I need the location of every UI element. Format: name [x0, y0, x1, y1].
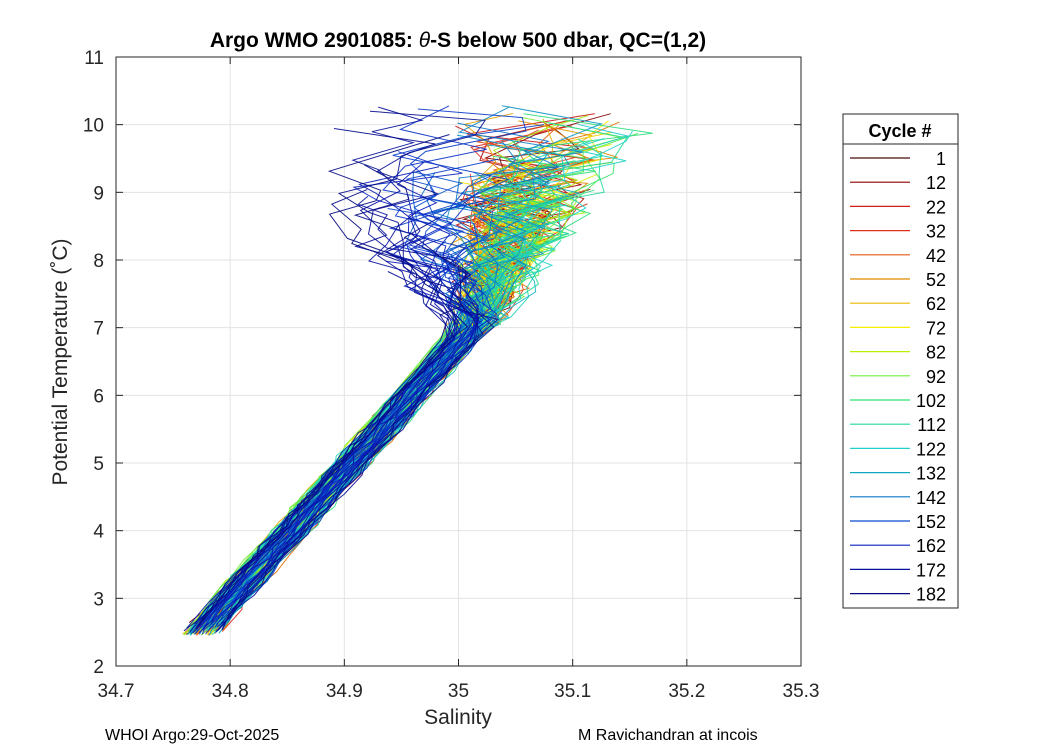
profile-line: [217, 217, 484, 631]
x-tick-label: 35.3: [783, 681, 820, 702]
legend-label: 112: [917, 415, 946, 435]
footer-left: WHOI Argo:29-Oct-2025: [105, 727, 279, 744]
legend-label: 22: [926, 197, 946, 217]
profile-line: [217, 166, 479, 628]
profile-lines: [182, 105, 653, 636]
y-tick-label: 3: [93, 589, 104, 610]
legend-label: 72: [926, 318, 946, 338]
legend-label: 92: [926, 367, 946, 387]
y-tick-label: 8: [93, 251, 104, 272]
legend-label: 62: [926, 294, 946, 314]
legend-label: 1: [936, 149, 946, 169]
x-axis-label: Salinity: [424, 706, 492, 729]
x-tick-label: 34.7: [98, 681, 135, 702]
y-tick-label: 4: [93, 522, 104, 543]
x-tick-label: 34.8: [212, 681, 249, 702]
legend-label: 42: [926, 246, 946, 266]
chart-title: Argo WMO 2901085: θ-S below 500 dbar, QC…: [210, 29, 706, 52]
y-tick-label: 2: [93, 657, 104, 678]
profile-line: [210, 256, 477, 625]
y-axis-label: Potential Temperature (˚C): [49, 238, 72, 485]
legend-label: 82: [926, 343, 946, 363]
y-tick-label: 5: [93, 454, 104, 475]
legend-label: 52: [926, 270, 946, 290]
legend-label: 12: [926, 173, 946, 193]
legend-label: 182: [916, 585, 946, 605]
y-tick-label: 10: [83, 116, 104, 137]
y-tick-label: 9: [93, 183, 104, 204]
legend-box: [842, 113, 959, 609]
legend: Cycle # 11222324252627282921021121221321…: [842, 113, 959, 609]
legend-label: 102: [916, 391, 946, 411]
x-tick-label: 35.2: [668, 681, 705, 702]
legend-label: 162: [916, 536, 946, 556]
legend-label: 172: [916, 560, 946, 580]
legend-label: 152: [916, 512, 946, 532]
footer-right: M Ravichandran at incois: [578, 727, 758, 744]
y-tick-label: 7: [93, 319, 104, 340]
legend-label: 132: [916, 464, 946, 484]
axis-ticks: 34.7 34.8 34.9 35 35.1 35.2 35.3 2 3 4 5 6 7 8 9 10 11: [83, 48, 820, 702]
profile-line: [195, 128, 469, 629]
legend-entries: 1122232425262728292102112122132142152162…: [850, 149, 946, 605]
legend-label: 142: [916, 488, 946, 508]
y-tick-label: 11: [84, 48, 104, 69]
profile-line: [221, 269, 479, 631]
x-tick-label: 35.1: [554, 681, 591, 702]
profile-line: [221, 164, 499, 624]
x-tick-label: 35: [448, 681, 469, 702]
legend-title: Cycle #: [868, 121, 931, 141]
legend-label: 122: [916, 439, 946, 459]
legend-label: 32: [926, 222, 946, 242]
y-tick-label: 6: [93, 386, 104, 407]
profile-line: [195, 189, 450, 630]
x-tick-label: 34.9: [326, 681, 363, 702]
